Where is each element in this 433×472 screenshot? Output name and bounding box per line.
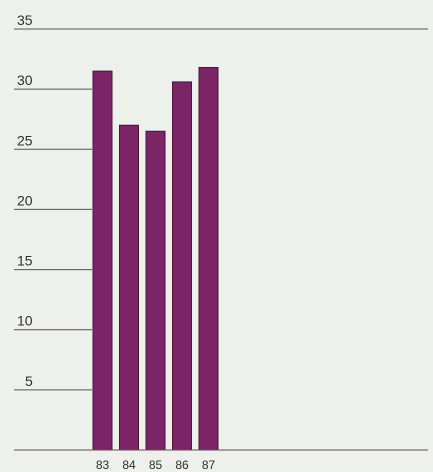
bar-86: [172, 81, 192, 451]
y-tick-label: 25: [17, 132, 33, 148]
y-axis-ticks: 5 10 15 20 25 30 35: [14, 12, 428, 391]
x-category-label: 86: [175, 458, 189, 472]
x-category-label: 84: [122, 458, 136, 472]
y-tick-label: 35: [17, 12, 33, 28]
y-tick-label: 10: [17, 313, 33, 329]
x-category-label: 87: [202, 458, 216, 472]
x-category-label: 83: [96, 458, 110, 472]
y-tick-label: 5: [25, 373, 33, 389]
bar-85: [145, 130, 166, 451]
bar-87: [198, 66, 219, 451]
y-tick-label: 15: [17, 253, 33, 269]
y-tick-label: 30: [17, 72, 33, 88]
bars: [92, 66, 219, 451]
bar-84: [119, 124, 139, 451]
x-axis-labels: 83 84 85 86 87: [96, 458, 216, 472]
bar-83: [92, 70, 113, 451]
y-tick-label: 20: [17, 192, 33, 208]
x-category-label: 85: [149, 458, 163, 472]
